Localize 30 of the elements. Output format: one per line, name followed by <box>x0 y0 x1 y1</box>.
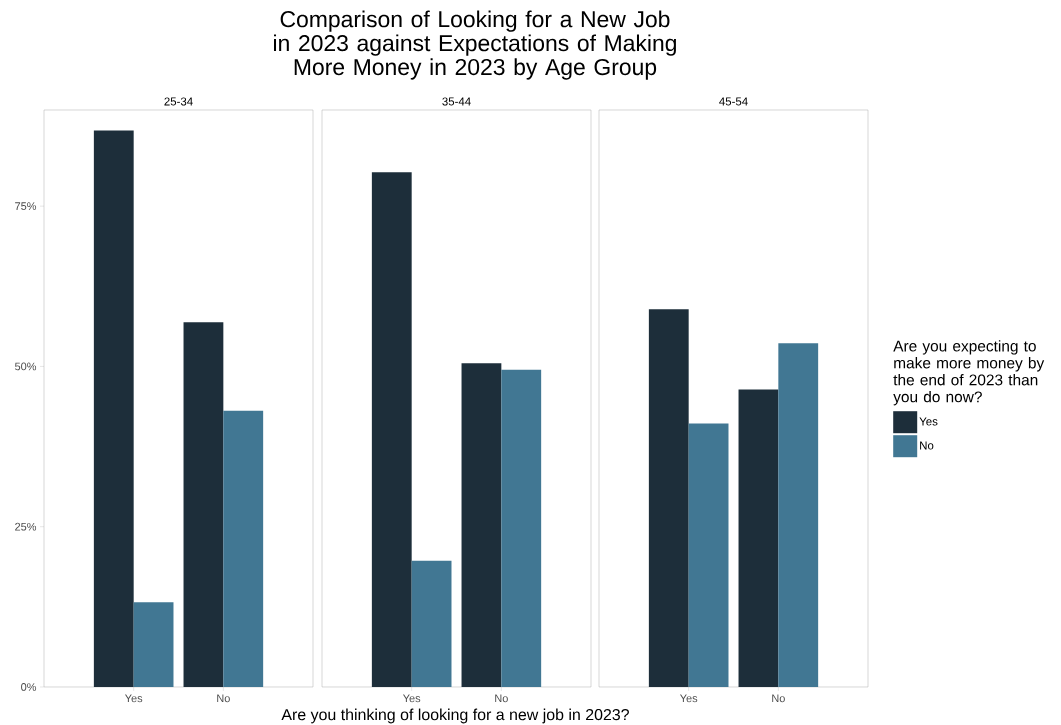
x-tick-label: No <box>495 694 508 703</box>
x-tick-label: No <box>772 694 785 703</box>
bar <box>738 389 779 687</box>
x-tick-label: No <box>217 694 230 703</box>
bar <box>461 363 502 687</box>
legend-label: No <box>920 441 934 450</box>
y-tick-label: 75% <box>15 202 37 211</box>
bar <box>371 172 412 687</box>
y-tick-label: 25% <box>15 522 37 531</box>
legend-title: Are you expecting to make more money by the end of 2023 than you do now? <box>893 340 1045 406</box>
chart-subtitle: 35-44 <box>442 97 471 106</box>
bar <box>133 602 174 687</box>
bar <box>778 343 819 687</box>
chart-title: Comparison of Looking for a New Job in 2023 against Expectations of Making More Money in 2023 by Age Group <box>274 10 676 80</box>
bar <box>93 130 134 687</box>
bar <box>411 560 452 687</box>
x-axis-title: Are you thinking of looking for a new job in 2023? <box>281 708 629 724</box>
x-tick-label: Yes <box>679 694 698 703</box>
y-tick-label: 50% <box>14 362 37 371</box>
bar <box>688 423 729 687</box>
bar <box>183 322 224 687</box>
bar <box>648 309 689 687</box>
chart-subtitle: 45-54 <box>719 97 748 106</box>
y-tick-label: 0% <box>21 683 37 691</box>
x-tick-label: Yes <box>124 694 143 703</box>
bar <box>501 369 542 687</box>
legend-label: Yes <box>919 417 938 426</box>
chart-subtitle: 25-34 <box>164 97 193 106</box>
bar <box>223 410 264 687</box>
x-tick-label: Yes <box>402 694 421 703</box>
